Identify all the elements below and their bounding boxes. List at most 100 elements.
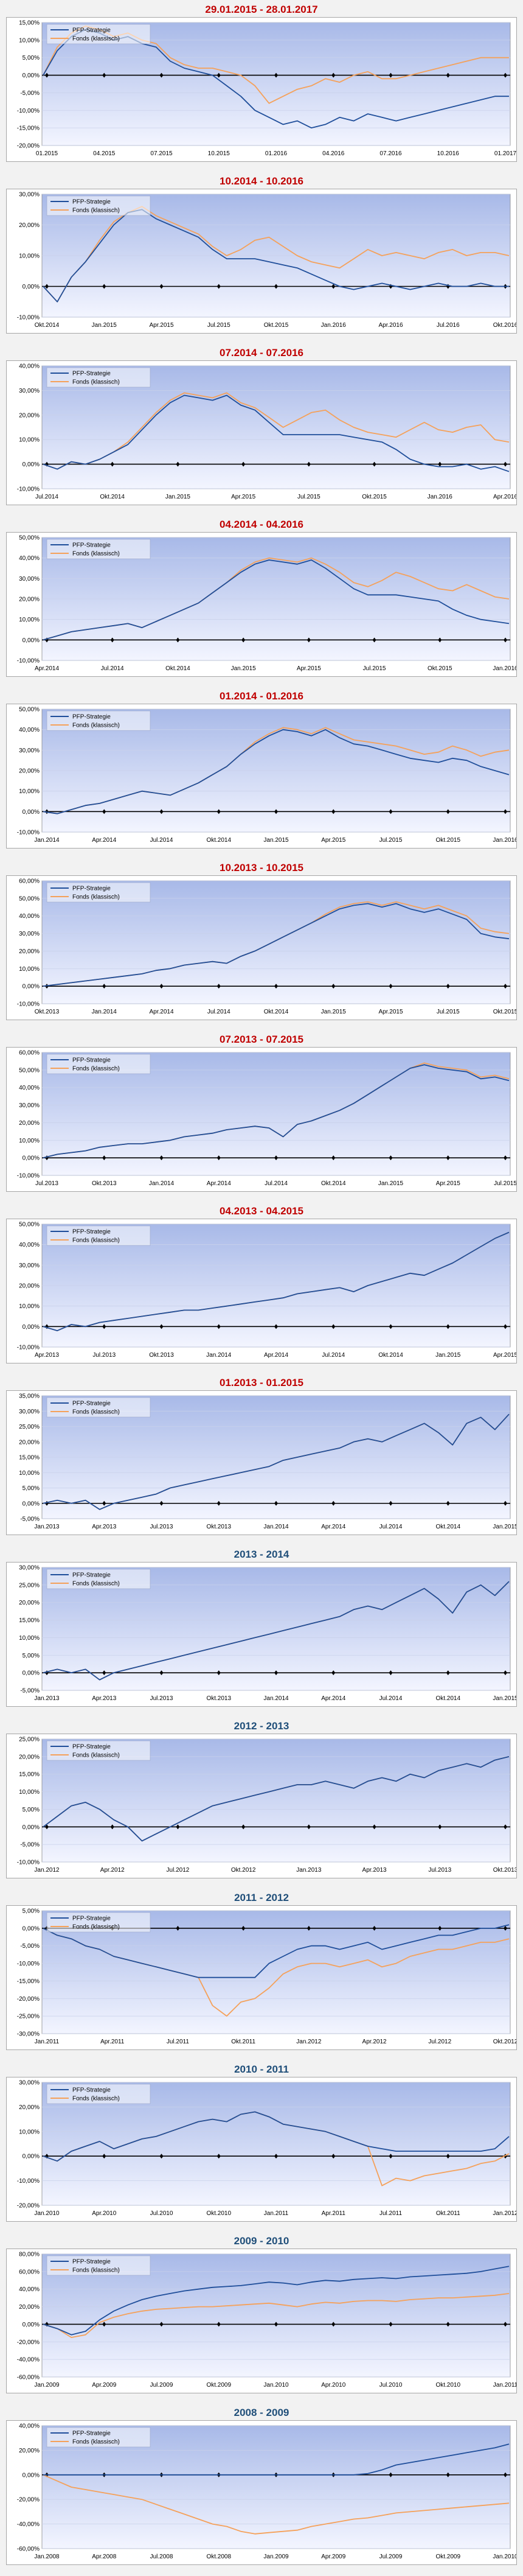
legend-label-pfp: PFP-Strategie xyxy=(72,1572,111,1579)
baseline-marker xyxy=(446,1500,450,1506)
y-tick-label: 35,00% xyxy=(19,1393,40,1400)
y-tick-label: 20,00% xyxy=(19,1754,40,1760)
x-tick-label: 01.2015 xyxy=(36,150,58,157)
x-tick-label: Okt.2014 xyxy=(435,1695,460,1702)
y-tick-label: 60,00% xyxy=(19,878,40,885)
line-chart-svg: 5,00% 0,00% -5,00% -10,00% -15,00% -20,00% -25… xyxy=(17,1908,516,2046)
y-tick-label: 20,00% xyxy=(19,1120,40,1127)
legend-label-fonds: Fonds (klassisch) xyxy=(72,551,120,558)
baseline-marker xyxy=(110,461,114,467)
baseline-marker xyxy=(216,1500,221,1506)
x-tick-label: Okt.2014 xyxy=(165,665,190,672)
y-tick-label: -10,00% xyxy=(17,1173,40,1180)
legend: PFP-Strategie Fonds (klassisch) xyxy=(46,539,151,559)
x-tick-label: Jul.2014 xyxy=(379,1524,403,1530)
y-tick-label: -20,00% xyxy=(17,2339,40,2346)
legend-label-fonds: Fonds (klassisch) xyxy=(72,1924,120,1931)
x-tick-label: Okt.2010 xyxy=(206,2210,231,2217)
x-tick-label: Jan.2015 xyxy=(493,1524,516,1530)
baseline-marker xyxy=(45,1155,49,1161)
legend-label-pfp: PFP-Strategie xyxy=(72,1229,111,1236)
baseline-marker xyxy=(389,1155,393,1161)
chart-frame: 80,00% 60,00% 40,00% 20,00% 0,00% -20,00% -40,… xyxy=(6,2249,517,2393)
x-tick-label: Jul.2014 xyxy=(35,494,58,500)
chart-frame: 40,00% 20,00% 0,00% -20,00% -40,00% -60,00% Ja… xyxy=(6,2420,517,2565)
x-tick-label: Okt.2014 xyxy=(100,494,125,500)
x-tick-label: Okt.2013 xyxy=(206,1695,231,1702)
baseline-marker xyxy=(307,461,311,467)
baseline-marker xyxy=(110,637,114,643)
baseline-marker xyxy=(331,1324,336,1329)
y-tick-label: 20,00% xyxy=(19,1283,40,1290)
baseline-marker xyxy=(438,461,442,467)
x-tick-label: Okt.2015 xyxy=(435,837,460,844)
chart-panel-4: 01.2014 - 01.2016 50,00% 40,00% 30,00% 20,00… xyxy=(4,688,519,852)
baseline-marker xyxy=(110,1824,114,1830)
legend-label-fonds: Fonds (klassisch) xyxy=(72,2439,120,2446)
chart-title: 2008 - 2009 xyxy=(234,2407,289,2418)
x-tick-label: Okt.2016 xyxy=(493,322,516,329)
y-tick-label: 0,00% xyxy=(23,637,40,644)
baseline-marker xyxy=(159,1324,164,1329)
legend-box xyxy=(46,1569,151,1589)
y-tick-label: 30,00% xyxy=(19,388,40,394)
y-tick-label: 40,00% xyxy=(19,555,40,562)
baseline-marker xyxy=(372,637,376,643)
legend-label-pfp: PFP-Strategie xyxy=(72,1401,111,1407)
baseline-marker xyxy=(331,1500,336,1506)
x-tick-label: Okt.2015 xyxy=(362,494,387,500)
baseline-marker xyxy=(176,461,180,467)
chart-panel-10: 2012 - 2013 25,00% 20,00% 15,00% 10,00% 5,00%… xyxy=(4,1718,519,1882)
baseline-marker xyxy=(216,1324,221,1329)
y-tick-label: 0,00% xyxy=(23,1824,40,1831)
baseline-marker xyxy=(446,2472,450,2477)
y-tick-label: -10,00% xyxy=(17,2178,40,2185)
legend-label-fonds: Fonds (klassisch) xyxy=(72,2267,120,2274)
line-chart-svg: 25,00% 20,00% 15,00% 10,00% 5,00% 0,00% -5,00%… xyxy=(17,1737,516,1874)
baseline-marker xyxy=(274,284,278,289)
x-tick-label: Jan.2013 xyxy=(34,1524,60,1530)
x-tick-label: Apr.2015 xyxy=(436,1180,460,1187)
y-tick-label: 20,00% xyxy=(19,2448,40,2454)
x-tick-label: Jan.2012 xyxy=(296,2039,322,2045)
baseline-marker xyxy=(159,1155,164,1161)
legend-label-fonds: Fonds (klassisch) xyxy=(72,208,120,214)
legend-label-pfp: PFP-Strategie xyxy=(72,542,111,549)
y-tick-label: -5,00% xyxy=(20,1943,40,1950)
x-tick-label: Okt.2015 xyxy=(493,1009,516,1015)
baseline-marker xyxy=(102,984,106,989)
x-tick-label: Jan.2014 xyxy=(34,837,60,844)
baseline-marker xyxy=(274,1155,278,1161)
x-tick-label: 10.2015 xyxy=(208,150,230,157)
x-tick-label: Jan.2009 xyxy=(34,2382,60,2389)
x-tick-label: Okt.2008 xyxy=(206,2553,231,2560)
y-tick-label: -5,00% xyxy=(20,1516,40,1523)
x-tick-label: Jul.2014 xyxy=(379,1695,403,1702)
x-tick-label: Okt.2013 xyxy=(92,1180,117,1187)
legend-label-fonds: Fonds (klassisch) xyxy=(72,894,120,901)
legend-box xyxy=(46,195,151,216)
y-tick-label: 30,00% xyxy=(19,1565,40,1572)
chart-panel-5: 10.2013 - 10.2015 60,00% 50,00% 40,00% 30,00… xyxy=(4,859,519,1024)
line-chart-svg: 50,00% 40,00% 30,00% 20,00% 10,00% 0,00% -10,0… xyxy=(17,1222,516,1359)
y-tick-label: -10,00% xyxy=(17,1345,40,1351)
baseline-marker xyxy=(331,2154,336,2159)
x-tick-label: Jul.2014 xyxy=(322,1352,345,1359)
legend-label-pfp: PFP-Strategie xyxy=(72,1916,111,1922)
x-tick-label: Apr.2016 xyxy=(493,494,516,500)
x-tick-label: Jan.2015 xyxy=(231,665,257,672)
baseline-marker xyxy=(389,1500,393,1506)
x-tick-label: Jul.2015 xyxy=(363,665,386,672)
baseline-marker xyxy=(504,461,507,467)
x-tick-label: Jan.2013 xyxy=(296,1867,322,1874)
baseline-marker xyxy=(102,1500,106,1506)
legend-label-fonds: Fonds (klassisch) xyxy=(72,36,120,43)
y-tick-label: 50,00% xyxy=(19,535,40,542)
y-tick-label: 5,00% xyxy=(23,1485,40,1492)
x-tick-label: 04.2016 xyxy=(322,150,345,157)
legend-label-pfp: PFP-Strategie xyxy=(72,1744,111,1751)
